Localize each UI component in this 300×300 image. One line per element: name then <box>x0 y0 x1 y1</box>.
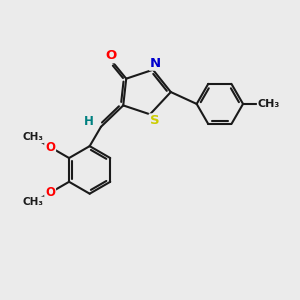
Text: H: H <box>83 115 93 128</box>
Text: S: S <box>150 114 159 128</box>
Text: O: O <box>45 140 55 154</box>
Text: O: O <box>106 49 117 62</box>
Text: O: O <box>45 186 55 199</box>
Text: CH₃: CH₃ <box>22 197 43 208</box>
Text: CH₃: CH₃ <box>22 132 43 142</box>
Text: N: N <box>150 57 161 70</box>
Text: CH₃: CH₃ <box>258 99 280 109</box>
